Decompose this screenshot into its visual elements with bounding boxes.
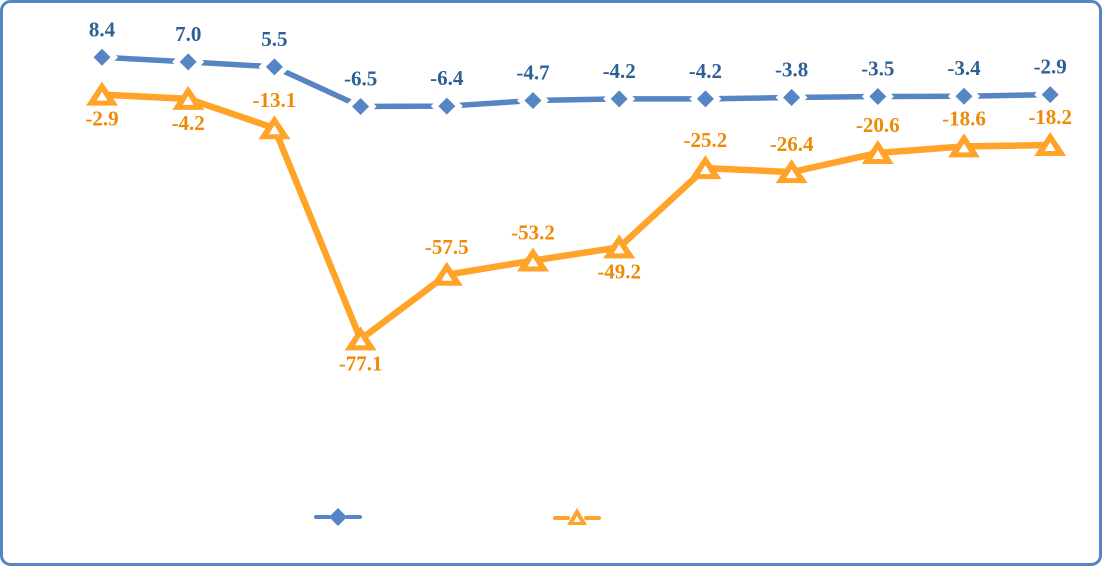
blue-diamond-data-label: -4.7: [516, 61, 549, 85]
blue-diamond-data-label: -3.8: [775, 58, 808, 82]
triangle-marker: [182, 95, 194, 105]
blue-diamond-data-label: -2.9: [1034, 55, 1067, 79]
legend-triangle-inner: [573, 516, 581, 522]
blue-diamond-data-label: -4.2: [689, 59, 722, 83]
blue-diamond-data-label: -4.2: [603, 59, 636, 83]
orange-triangle-data-label: -57.5: [425, 235, 469, 259]
orange-triangle-data-label: -20.6: [856, 113, 900, 137]
diamond-marker: [610, 90, 628, 108]
blue-diamond-data-label: 7.0: [175, 22, 201, 46]
orange-triangle-data-label: -18.2: [1028, 105, 1072, 129]
orange-triangle-data-label: -49.2: [597, 259, 641, 283]
diamond-marker: [869, 88, 887, 106]
orange-triangle-line: [98, 91, 1054, 343]
blue-diamond-data-label: -6.4: [430, 66, 464, 90]
diamond-marker: [955, 87, 973, 105]
diamond-marker: [352, 97, 370, 115]
triangle-marker: [355, 336, 367, 346]
diamond-marker: [265, 58, 283, 76]
triangle-marker: [872, 149, 884, 159]
legend-diamond-icon: [329, 508, 347, 526]
blue-diamond-data-label: 5.5: [261, 27, 287, 51]
orange-triangle-data-label: -4.2: [172, 111, 205, 135]
triangle-marker: [958, 143, 970, 153]
triangle-marker: [613, 244, 625, 254]
blue-diamond-data-label: -3.4: [947, 56, 981, 80]
triangle-marker: [96, 91, 108, 101]
diamond-marker: [93, 48, 111, 66]
triangle-marker: [786, 169, 798, 179]
blue-diamond-data-label: -3.5: [861, 57, 894, 81]
triangle-marker: [527, 257, 539, 267]
blue-diamond-data-label: 8.4: [89, 17, 116, 41]
orange-triangle-data-label: -77.1: [339, 351, 383, 375]
triangle-marker: [441, 271, 453, 281]
diamond-marker: [1041, 86, 1059, 104]
diamond-marker: [438, 97, 456, 115]
orange-triangle-data-label: -26.4: [770, 132, 814, 156]
triangle-marker: [1044, 142, 1056, 152]
orange-triangle-data-label: -18.6: [942, 106, 986, 130]
triangle-marker: [699, 165, 711, 175]
triangle-marker: [268, 125, 280, 135]
diamond-marker: [179, 53, 197, 71]
orange-triangle-data-label: -13.1: [253, 88, 297, 112]
orange-triangle-data-label: -2.9: [85, 107, 118, 131]
orange-triangle-data-label: -25.2: [684, 128, 728, 152]
orange-triangle-data-label: -53.2: [511, 221, 555, 245]
diamond-marker: [524, 92, 542, 110]
blue-diamond-data-label: -6.5: [344, 66, 377, 90]
diamond-marker: [783, 89, 801, 107]
diamond-marker: [696, 90, 714, 108]
